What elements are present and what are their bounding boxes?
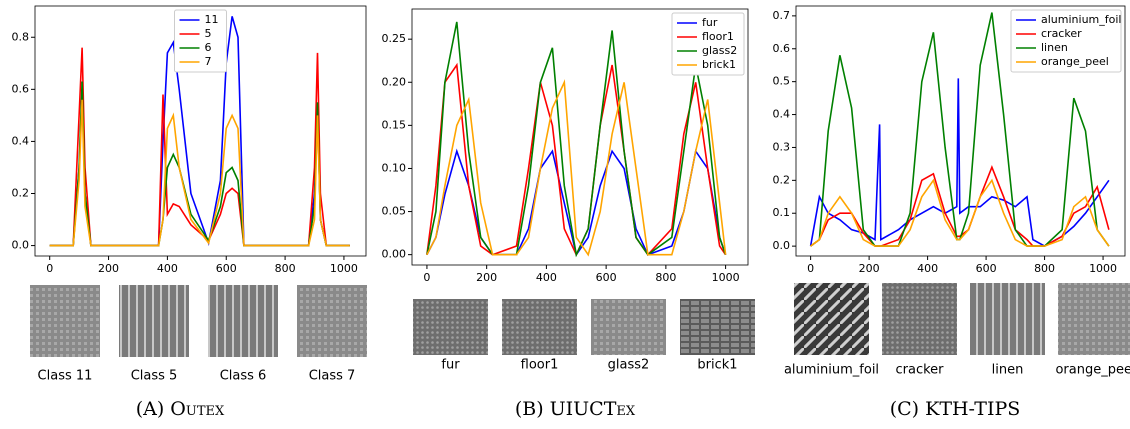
y-tick-label: 0.3 <box>773 140 791 153</box>
legend-label: linen <box>1041 41 1068 54</box>
x-tick-label: 1000 <box>1089 262 1117 275</box>
x-tick-label: 400 <box>536 271 557 284</box>
legend-label: floor1 <box>702 30 734 43</box>
legend-box <box>174 9 227 73</box>
data-line <box>426 79 727 257</box>
legend-label: 11 <box>205 13 219 26</box>
legend-label: 6 <box>205 41 212 54</box>
x-tick-label: 600 <box>216 262 237 275</box>
texture-image <box>591 299 666 355</box>
x-tick-label: 800 <box>275 262 296 275</box>
legend-label: fur <box>702 16 718 29</box>
image-label: Class 5 <box>131 369 178 384</box>
y-tick-label: 0.1 <box>773 206 791 219</box>
data-line <box>49 99 350 247</box>
data-line <box>810 178 1110 247</box>
x-tick-label: 600 <box>596 271 617 284</box>
y-tick-label: 0.4 <box>12 134 30 147</box>
y-tick-label: 0.0 <box>12 239 30 252</box>
x-tick-label: 200 <box>859 262 880 275</box>
legend-label: 7 <box>205 55 212 68</box>
image-label: aluminium_foil <box>784 363 879 378</box>
caption: (A) Outex <box>136 398 225 420</box>
image-label: brick1 <box>697 358 737 373</box>
y-tick-label: 0.05 <box>382 205 407 218</box>
legend-label: glass2 <box>702 44 737 57</box>
y-tick-label: 0.0 <box>773 239 791 252</box>
texture-image <box>297 285 367 357</box>
y-tick-label: 0.2 <box>12 187 30 200</box>
legend-label: cracker <box>1041 27 1082 40</box>
x-tick-label: 600 <box>976 262 997 275</box>
y-tick-label: 0.10 <box>382 161 407 174</box>
x-tick-label: 400 <box>917 262 938 275</box>
image-label: glass2 <box>608 358 650 373</box>
image-label: floor1 <box>521 358 559 373</box>
y-tick-label: 0.6 <box>12 82 30 95</box>
legend-box <box>671 12 745 76</box>
texture-image <box>502 299 577 355</box>
legend-label: brick1 <box>702 58 736 71</box>
y-tick-label: 0.20 <box>382 75 407 88</box>
x-tick-label: 800 <box>655 271 676 284</box>
data-line <box>426 21 727 258</box>
caption: (C) KTH-TIPS <box>890 398 1021 420</box>
legend-box <box>1010 9 1122 73</box>
x-tick-label: 0 <box>807 262 814 275</box>
y-tick-label: 0.15 <box>382 118 407 131</box>
x-tick-label: 0 <box>46 262 53 275</box>
caption: (B) UIUCTex <box>515 398 636 420</box>
image-label: fur <box>441 358 460 373</box>
x-tick-label: 400 <box>157 262 178 275</box>
y-tick-label: 0.2 <box>773 173 791 186</box>
y-tick-label: 0.5 <box>773 75 791 88</box>
texture-image <box>680 299 755 355</box>
texture-image <box>413 299 488 355</box>
x-tick-label: 0 <box>423 271 430 284</box>
y-tick-label: 0.8 <box>12 30 30 43</box>
y-tick-label: 0.6 <box>773 42 791 55</box>
y-tick-label: 0.4 <box>773 108 791 121</box>
x-tick-label: 1000 <box>712 271 740 284</box>
texture-image <box>208 285 278 357</box>
x-tick-label: 200 <box>476 271 497 284</box>
legend-label: aluminium_foil <box>1041 13 1121 26</box>
legend-label: orange_peel <box>1041 55 1109 68</box>
x-tick-label: 1000 <box>330 262 358 275</box>
texture-image <box>30 285 100 357</box>
legend-label: 5 <box>205 27 212 40</box>
y-tick-label: 0.00 <box>382 248 407 261</box>
texture-image <box>1058 283 1130 355</box>
texture-image <box>882 283 957 355</box>
texture-image <box>119 285 189 357</box>
image-label: orange_peel <box>1055 363 1130 378</box>
image-label: Class 11 <box>38 369 93 384</box>
y-tick-label: 0.7 <box>773 9 791 22</box>
image-label: cracker <box>895 363 944 378</box>
x-tick-label: 200 <box>98 262 119 275</box>
texture-image <box>970 283 1045 355</box>
image-label: linen <box>992 363 1024 378</box>
x-tick-label: 800 <box>1034 262 1055 275</box>
texture-image <box>794 283 869 355</box>
y-tick-label: 0.25 <box>382 32 407 45</box>
image-label: Class 7 <box>309 369 356 384</box>
image-label: Class 6 <box>220 369 267 384</box>
